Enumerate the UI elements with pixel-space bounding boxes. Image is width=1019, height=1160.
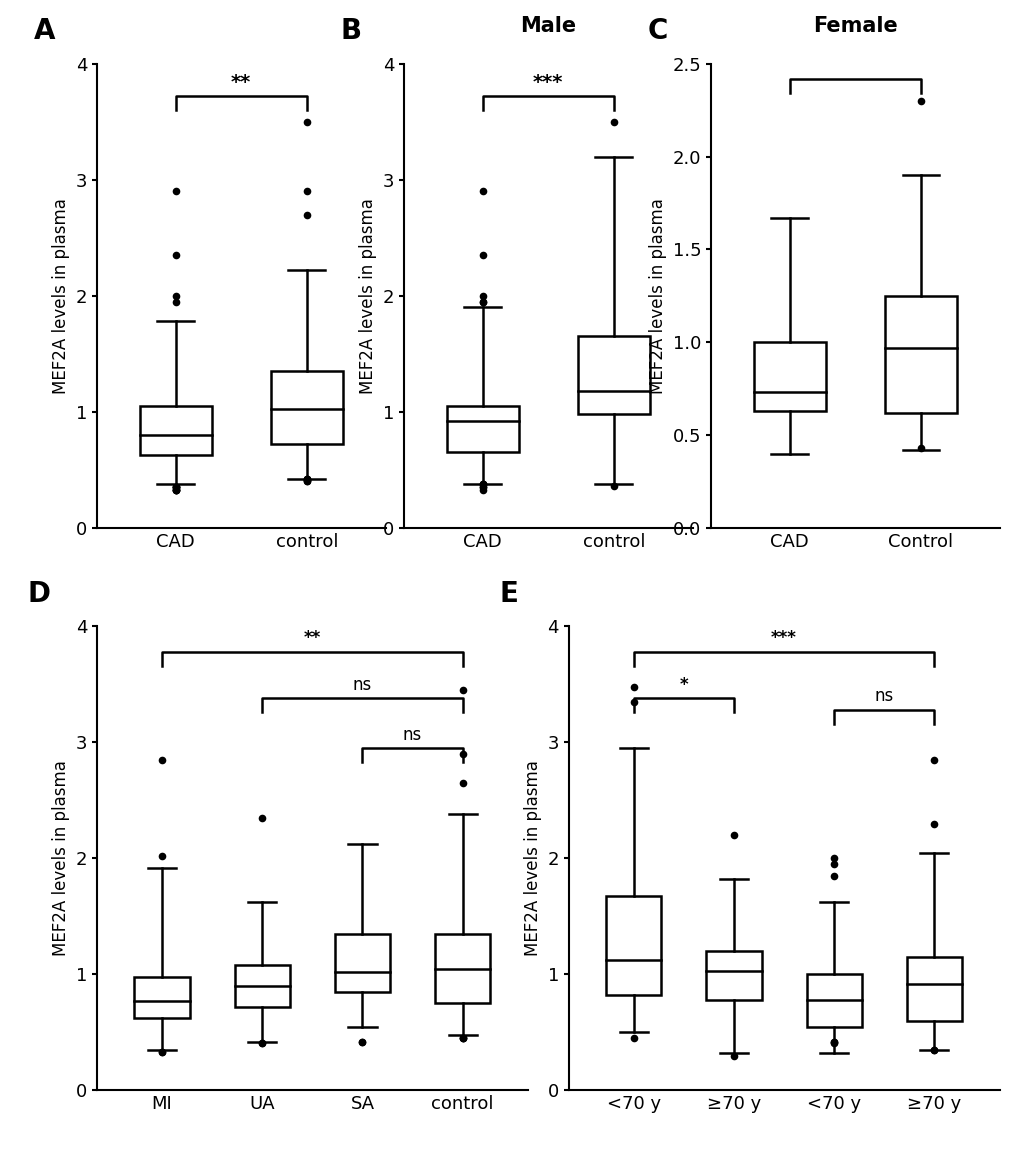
- Text: E: E: [499, 580, 518, 608]
- Text: Female: Female: [812, 16, 897, 36]
- Text: B: B: [340, 17, 361, 45]
- Text: D: D: [28, 580, 51, 608]
- Bar: [605, 896, 660, 995]
- Bar: [806, 974, 861, 1027]
- Bar: [135, 977, 190, 1018]
- Text: C: C: [647, 17, 667, 45]
- Bar: [334, 934, 389, 992]
- Y-axis label: MEF2A levels in plasma: MEF2A levels in plasma: [52, 761, 70, 956]
- Y-axis label: MEF2A levels in plasma: MEF2A levels in plasma: [52, 198, 70, 393]
- Bar: [706, 951, 761, 1000]
- Text: Male: Male: [520, 16, 576, 36]
- Bar: [577, 336, 649, 414]
- Text: A: A: [34, 17, 55, 45]
- Text: ns: ns: [874, 687, 893, 705]
- Text: **: **: [231, 73, 251, 92]
- Bar: [270, 371, 342, 444]
- Bar: [753, 342, 825, 411]
- Y-axis label: MEF2A levels in plasma: MEF2A levels in plasma: [524, 761, 541, 956]
- Bar: [883, 296, 956, 413]
- Text: **: **: [304, 629, 321, 647]
- Text: ns: ns: [353, 675, 372, 694]
- Text: ns: ns: [403, 725, 422, 744]
- Bar: [140, 406, 212, 455]
- Bar: [234, 965, 289, 1007]
- Y-axis label: MEF2A levels in plasma: MEF2A levels in plasma: [648, 198, 666, 393]
- Bar: [906, 957, 961, 1021]
- Bar: [435, 934, 490, 1003]
- Bar: [446, 406, 519, 452]
- Text: *: *: [679, 675, 688, 694]
- Y-axis label: MEF2A levels in plasma: MEF2A levels in plasma: [359, 198, 377, 393]
- Text: ***: ***: [770, 629, 796, 647]
- Text: ***: ***: [533, 73, 562, 92]
